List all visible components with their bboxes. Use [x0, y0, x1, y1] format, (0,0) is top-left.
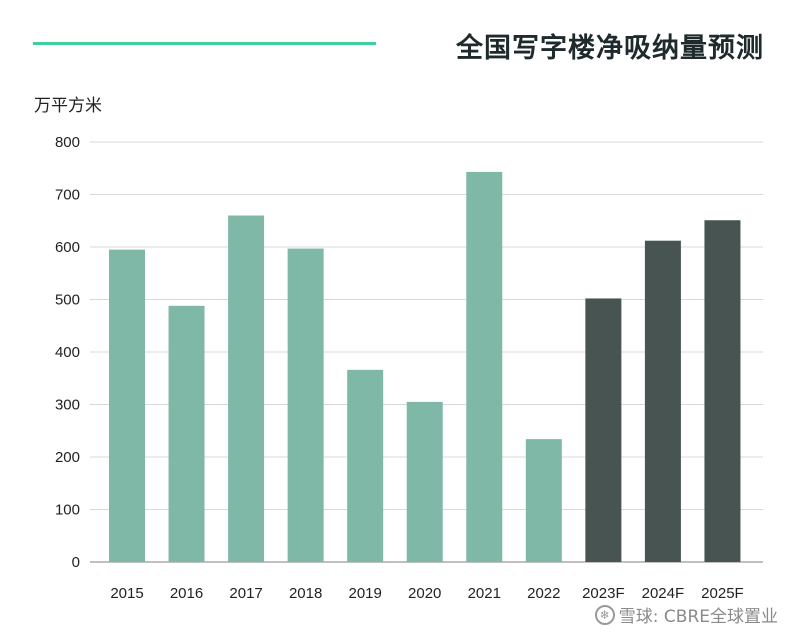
x-tick-label: 2023F	[582, 585, 625, 602]
y-axis-unit-label: 万平方米	[34, 96, 102, 116]
x-tick-label: 2025F	[701, 585, 744, 602]
bar-2025F	[704, 220, 741, 562]
watermark-text: 雪球: CBRE全球置业	[618, 607, 778, 627]
watermark: ❄ 雪球: CBRE全球置业	[594, 602, 778, 627]
y-tick-label: 200	[55, 449, 80, 466]
y-tick-label: 300	[55, 397, 80, 414]
x-tick-label: 2016	[170, 585, 203, 602]
bar-2016	[168, 305, 205, 562]
bar-2018	[287, 248, 324, 562]
bar-2015	[109, 249, 145, 562]
y-tick-label: 0	[72, 554, 80, 571]
bar-2022	[525, 439, 562, 562]
y-tick-label: 400	[55, 344, 80, 361]
snowball-icon: ❄	[594, 604, 615, 625]
bar-2020	[406, 401, 443, 562]
y-tick-label: 100	[55, 502, 80, 519]
bar-2024F	[644, 240, 681, 562]
chart-title: 全国写字楼净吸纳量预测	[456, 33, 764, 64]
bar-2023F	[585, 298, 622, 562]
bar-2019	[347, 369, 384, 562]
y-tick-label: 800	[55, 134, 80, 151]
x-tick-label: 2017	[229, 585, 262, 602]
x-tick-label: 2021	[468, 585, 501, 602]
bar-2021	[466, 171, 503, 563]
x-tick-label: 2020	[408, 585, 441, 602]
x-tick-label: 2018	[289, 585, 322, 602]
y-tick-label: 500	[55, 292, 80, 309]
accent-line	[33, 42, 376, 45]
x-tick-label: 2019	[348, 585, 381, 602]
x-tick-label: 2015	[110, 585, 143, 602]
y-tick-label: 600	[55, 239, 80, 256]
y-tick-label: 700	[55, 187, 80, 204]
x-tick-label: 2022	[527, 585, 560, 602]
x-tick-label: 2024F	[642, 585, 685, 602]
bar-2017	[228, 215, 265, 562]
